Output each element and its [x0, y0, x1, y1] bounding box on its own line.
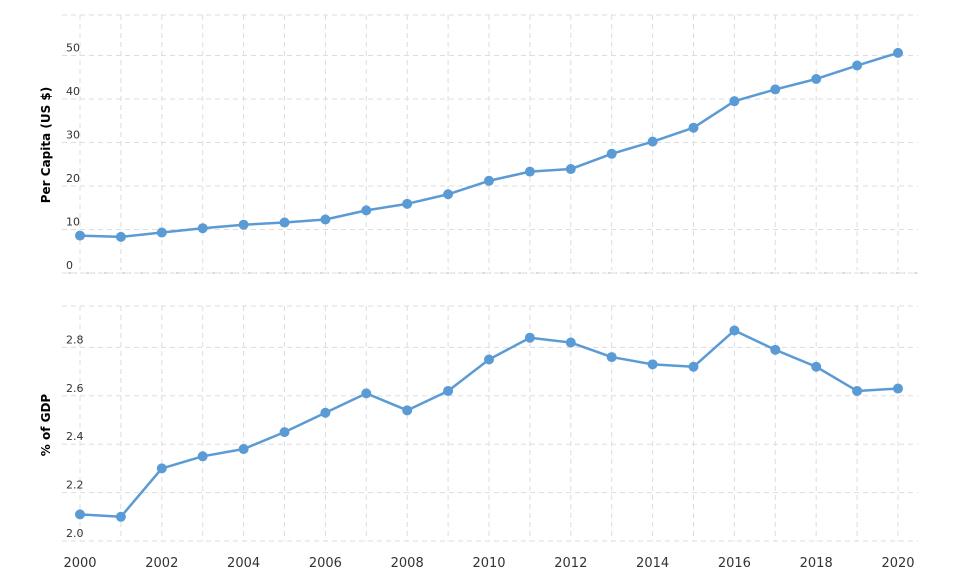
x-tick-label: 2016	[718, 556, 751, 571]
data-point	[484, 354, 494, 365]
y-tick-label: 2.4	[66, 430, 84, 443]
y-axis-label: Per Capita (US $)	[39, 87, 53, 204]
data-point	[729, 96, 740, 107]
y-tick-label: 2.8	[66, 333, 84, 346]
data-point	[361, 205, 372, 216]
data-point	[279, 217, 290, 228]
data-point	[443, 385, 454, 396]
data-point	[811, 361, 822, 372]
y-tick-label: 10	[66, 216, 80, 229]
y-tick-label: 2.6	[66, 382, 84, 395]
data-point	[770, 344, 781, 355]
data-point	[156, 227, 167, 238]
data-point	[115, 511, 126, 522]
x-tick-label: 2020	[881, 556, 914, 571]
data-point	[524, 166, 535, 177]
y-tick-label: 20	[66, 172, 80, 185]
data-point	[524, 332, 535, 343]
y-tick-label: 2.2	[66, 479, 84, 492]
y-tick-label: 30	[66, 129, 80, 142]
data-point	[115, 231, 126, 242]
data-point	[688, 361, 699, 372]
data-point	[361, 388, 372, 399]
x-tick-label: 2006	[309, 556, 342, 571]
label-layer: 0 10 20 30 40 50 Per Capita (US $) 2.0 2.2 2.4 2.6…	[39, 42, 915, 572]
x-tick-label: 2000	[63, 556, 96, 571]
data-point	[75, 230, 85, 241]
data-point	[729, 325, 740, 336]
data-point	[893, 383, 903, 394]
data-point	[402, 198, 413, 209]
data-point	[75, 509, 85, 520]
x-tick-label: 2002	[145, 556, 178, 571]
data-point	[484, 175, 494, 186]
data-point	[688, 122, 699, 133]
data-point	[811, 73, 822, 84]
data-point	[238, 444, 249, 455]
data-point	[443, 189, 454, 200]
data-point	[606, 148, 617, 159]
y-tick-label: 50	[66, 42, 80, 55]
data-point	[565, 337, 576, 348]
data-point	[197, 451, 208, 462]
data-point	[770, 84, 781, 95]
data-point	[279, 427, 290, 438]
y-tick-label: 2.0	[66, 527, 84, 540]
grid-layer	[62, 14, 918, 542]
x-tick-label: 2014	[636, 556, 669, 571]
series-layer	[75, 47, 903, 522]
data-point	[893, 47, 903, 58]
y-tick-label: 0	[66, 259, 73, 272]
data-point	[320, 407, 331, 418]
x-tick-label: 2010	[472, 556, 505, 571]
data-point	[320, 214, 331, 225]
data-point	[156, 463, 167, 474]
data-point	[647, 136, 658, 147]
x-tick-label: 2012	[554, 556, 587, 571]
data-point	[197, 223, 208, 234]
x-tick-label: 2004	[227, 556, 260, 571]
y-axis-label: % of GDP	[39, 394, 53, 457]
data-point	[647, 359, 658, 370]
data-point	[565, 164, 576, 175]
data-point	[606, 352, 617, 363]
data-point	[852, 385, 863, 396]
x-tick-label: 2008	[391, 556, 424, 571]
data-point	[852, 60, 863, 71]
x-tick-label: 2018	[800, 556, 833, 571]
data-point	[402, 405, 413, 416]
y-tick-label: 40	[66, 85, 80, 98]
data-point	[238, 219, 249, 230]
